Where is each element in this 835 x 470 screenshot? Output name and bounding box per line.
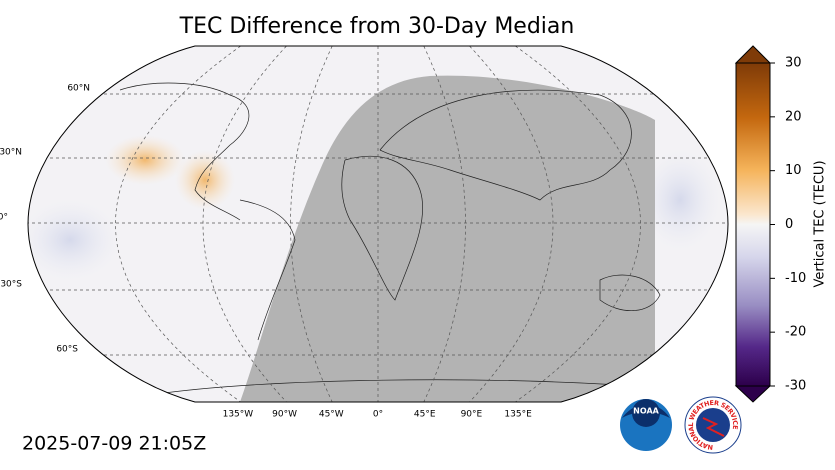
lat-label: 30°S	[0, 280, 22, 290]
lat-label: 30°N	[0, 148, 22, 158]
colorbar-tick-label: 10	[785, 163, 802, 178]
noaa-top	[632, 399, 660, 427]
colorbar-tick-label: 20	[785, 109, 802, 124]
lon-label: 0°	[373, 410, 383, 420]
nws-logo: NATIONAL WEATHER SERVICE	[684, 396, 742, 454]
anomaly	[28, 200, 120, 280]
colorbar-tick-label: 0	[785, 217, 793, 232]
anomaly	[175, 150, 235, 210]
map-outline	[27, 45, 729, 403]
map	[28, 46, 728, 402]
noaa-logo: NOAA	[620, 399, 672, 451]
anomaly	[640, 150, 720, 250]
colorbar-tick-label: -20	[785, 325, 806, 340]
night-region	[240, 75, 655, 402]
colorbar-tick-label: -30	[785, 379, 806, 394]
lon-label: 90°E	[461, 410, 483, 420]
anomaly	[105, 135, 185, 185]
meridian	[115, 46, 241, 402]
lon-label: 45°W	[319, 410, 344, 420]
colorbar-extend-min	[734, 385, 772, 403]
meridian	[515, 46, 641, 402]
timestamp: 2025-07-09 21:05Z	[22, 433, 206, 455]
lon-label: 90°W	[272, 410, 297, 420]
lon-label: 135°W	[223, 410, 254, 420]
colorbar-extend-max	[734, 45, 772, 64]
nws-bolt	[702, 417, 725, 437]
meridian	[469, 46, 554, 402]
title: TEC Difference from 30-Day Median	[179, 14, 575, 39]
lat-label: 0°	[0, 213, 8, 223]
lon-label: 135°E	[504, 410, 532, 420]
colorbar-tick-label: -10	[785, 271, 806, 286]
lat-label: 60°S	[56, 345, 78, 355]
lon-label: 45°E	[414, 410, 436, 420]
colorbar-label: Vertical TEC (TECU)	[813, 160, 828, 287]
lat-label: 60°N	[67, 84, 90, 94]
colorbar-tick-label: 30	[785, 56, 802, 71]
meridian	[202, 46, 287, 402]
colorbar	[736, 63, 770, 386]
noaa-text: NOAA	[633, 407, 659, 416]
